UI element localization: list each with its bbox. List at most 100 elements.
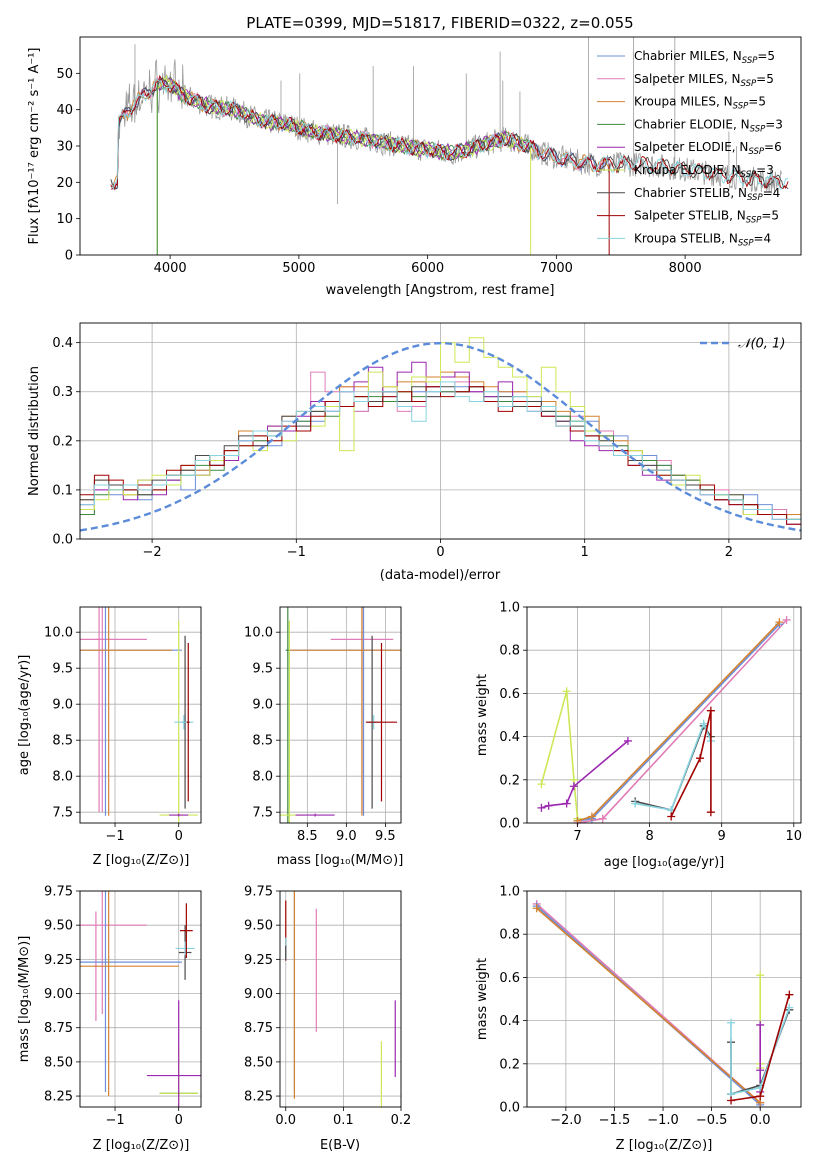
x-tick-label: 9.5 — [375, 829, 396, 844]
gaussian-curve — [79, 341, 802, 532]
histogram-step-line — [80, 381, 801, 520]
model-spectrum-line — [110, 77, 789, 190]
plus-marker — [544, 801, 553, 810]
y-tick-label: 0.4 — [52, 336, 73, 351]
x-tick-label: −1 — [105, 829, 124, 844]
legend-label: Kroupa ELODIE, NSSP=3 — [634, 163, 774, 180]
weight-line — [541, 740, 629, 809]
mass-vs-metallicity-panel: −1 0 8.25 8.50 8.75 9.00 9.25 9.50 9.75 Z [log₁₀… — [17, 885, 202, 1153]
y-tick-label: 0.3 — [52, 385, 73, 400]
x-tick-label: 0.2 — [391, 1113, 412, 1128]
plus-marker — [785, 990, 794, 999]
plus-marker — [562, 687, 571, 696]
y-tick-label: 9.25 — [44, 953, 73, 968]
weight-line — [635, 724, 712, 811]
legend-label: Chabrier STELIB, NSSP=4 — [634, 186, 780, 203]
age-vs-mass-xlabel: mass [log₁₀(M/M⊙)] — [277, 853, 404, 868]
spectrum-panel: PLATE=0399, MJD=51817, FIBERID=0322, z=0… — [27, 14, 802, 298]
legend-label: Salpeter ELODIE, NSSP=6 — [634, 140, 782, 157]
y-tick-label: 8.0 — [252, 770, 273, 785]
mass-vs-z-errorbars — [80, 891, 201, 1107]
age-vs-mass-ticks: 8.5 9.0 9.5 7.5 8.0 8.5 9.0 9.5 10.0 — [244, 626, 396, 844]
y-tick-label: 8.75 — [44, 1021, 73, 1036]
x-tick-label: 7 — [573, 829, 581, 844]
y-tick-label: 9.0 — [252, 698, 273, 713]
histogram-steps — [79, 337, 802, 532]
y-tick-label: 7.5 — [252, 806, 273, 821]
y-tick-label: 0.2 — [499, 773, 520, 788]
y-tick-label: 20 — [56, 176, 73, 191]
legend-label: Chabrier MILES, NSSP=5 — [634, 49, 775, 66]
x-tick-label: 0 — [175, 1113, 183, 1128]
legend-label: Chabrier ELODIE, NSSP=3 — [634, 117, 783, 134]
x-tick-label: −0.5 — [696, 1113, 728, 1128]
histogram-xlabel: (data-model)/error — [380, 568, 501, 583]
legend-label: Salpeter STELIB, NSSP=5 — [634, 209, 779, 226]
y-tick-label: 0 — [65, 249, 73, 264]
plus-marker — [537, 803, 546, 812]
weight-vs-age-lines — [537, 615, 791, 827]
plus-marker — [598, 814, 607, 823]
x-tick-label: 0.1 — [333, 1113, 354, 1128]
mass-vs-z-xlabel: Z [log₁₀(Z/Z⊙)] — [93, 1138, 190, 1153]
x-tick-label: 0 — [175, 829, 183, 844]
spectrum-lines — [110, 37, 789, 255]
age-vs-z-errorbars — [80, 607, 198, 823]
x-tick-label: −1 — [105, 1113, 124, 1128]
plus-marker — [706, 808, 715, 817]
spectrum-ticks: 4000 5000 6000 7000 8000 0 10 20 30 40 50 — [56, 67, 701, 276]
y-tick-label: 30 — [56, 140, 73, 155]
plus-marker — [756, 1066, 765, 1075]
plus-marker — [587, 812, 596, 821]
plus-marker — [756, 971, 765, 980]
plus-marker — [727, 1018, 736, 1027]
y-tick-label: 0.0 — [52, 533, 73, 548]
model-spectrum-line — [110, 79, 789, 190]
spectrum-xlabel: wavelength [Angstrom, rest frame] — [326, 283, 555, 298]
mass-vs-ebv-grid — [280, 890, 402, 1107]
y-tick-label: 9.25 — [244, 953, 273, 968]
x-tick-label: 7000 — [540, 261, 573, 276]
y-tick-label: 9.00 — [44, 987, 73, 1002]
y-tick-label: 9.75 — [44, 885, 73, 900]
y-tick-label: 0.2 — [52, 434, 73, 449]
y-tick-label: 7.5 — [52, 806, 73, 821]
y-tick-label: 0.0 — [499, 1101, 520, 1116]
weight-vs-age-ylabel: mass weight — [475, 674, 490, 756]
model-spectrum-line — [110, 75, 610, 191]
y-tick-label: 8.75 — [244, 1021, 273, 1036]
y-tick-label: 8.25 — [44, 1090, 73, 1105]
model-spectrum-line — [110, 74, 789, 191]
x-tick-label: −2 — [143, 545, 162, 560]
mass-vs-z-ylabel: mass [log₁₀(M/M⊙)] — [17, 936, 32, 1063]
weight-vs-age-frame — [526, 606, 802, 824]
x-tick-label: 9.0 — [336, 829, 357, 844]
mass-vs-z-ticks: −1 0 8.25 8.50 8.75 9.00 9.25 9.50 9.75 — [44, 885, 183, 1129]
y-tick-label: 9.0 — [52, 698, 73, 713]
mass-vs-ebv-errorbars — [285, 891, 396, 1107]
y-tick-label: 0.4 — [499, 1014, 520, 1029]
y-tick-label: 9.50 — [244, 919, 273, 934]
age-vs-z-xlabel: Z [log₁₀(Z/Z⊙)] — [93, 853, 190, 868]
x-tick-label: 8000 — [669, 261, 702, 276]
mass-vs-ebv-panel: 0.0 0.1 0.2 8.25 8.50 8.75 9.00 9.25 9.50 9.75 E(… — [244, 885, 411, 1154]
histogram-legend: 𝒩(0, 1) — [700, 337, 785, 352]
histogram-ticks: −2 −1 0 1 2 0.0 0.1 0.2 0.3 0.4 — [52, 336, 733, 560]
residual-histogram-panel: −2 −1 0 1 2 0.0 0.1 0.2 0.3 0.4 (data-model)/erro… — [27, 322, 802, 583]
plus-marker — [667, 812, 676, 821]
mass-vs-z-grid — [80, 890, 201, 1107]
plus-marker — [696, 754, 705, 763]
mass-vs-ebv-xlabel: E(B-V) — [320, 1138, 360, 1153]
age-vs-z-ticks: −1 0 7.5 8.0 8.5 9.0 9.5 10.0 — [44, 626, 183, 844]
x-tick-label: −1.5 — [599, 1113, 631, 1128]
weight-vs-z-ylabel: mass weight — [475, 958, 490, 1040]
age-vs-z-frame — [79, 606, 202, 824]
legend-label: Kroupa STELIB, NSSP=4 — [634, 231, 771, 248]
plus-marker — [569, 782, 578, 791]
y-tick-label: 8.25 — [244, 1090, 273, 1105]
y-tick-label: 0.2 — [499, 1057, 520, 1072]
age-vs-mass-frame — [279, 606, 402, 824]
age-vs-z-ylabel: age [log₁₀(age/yr)] — [17, 655, 32, 776]
plus-marker — [699, 719, 708, 728]
y-tick-label: 8.5 — [52, 734, 73, 749]
